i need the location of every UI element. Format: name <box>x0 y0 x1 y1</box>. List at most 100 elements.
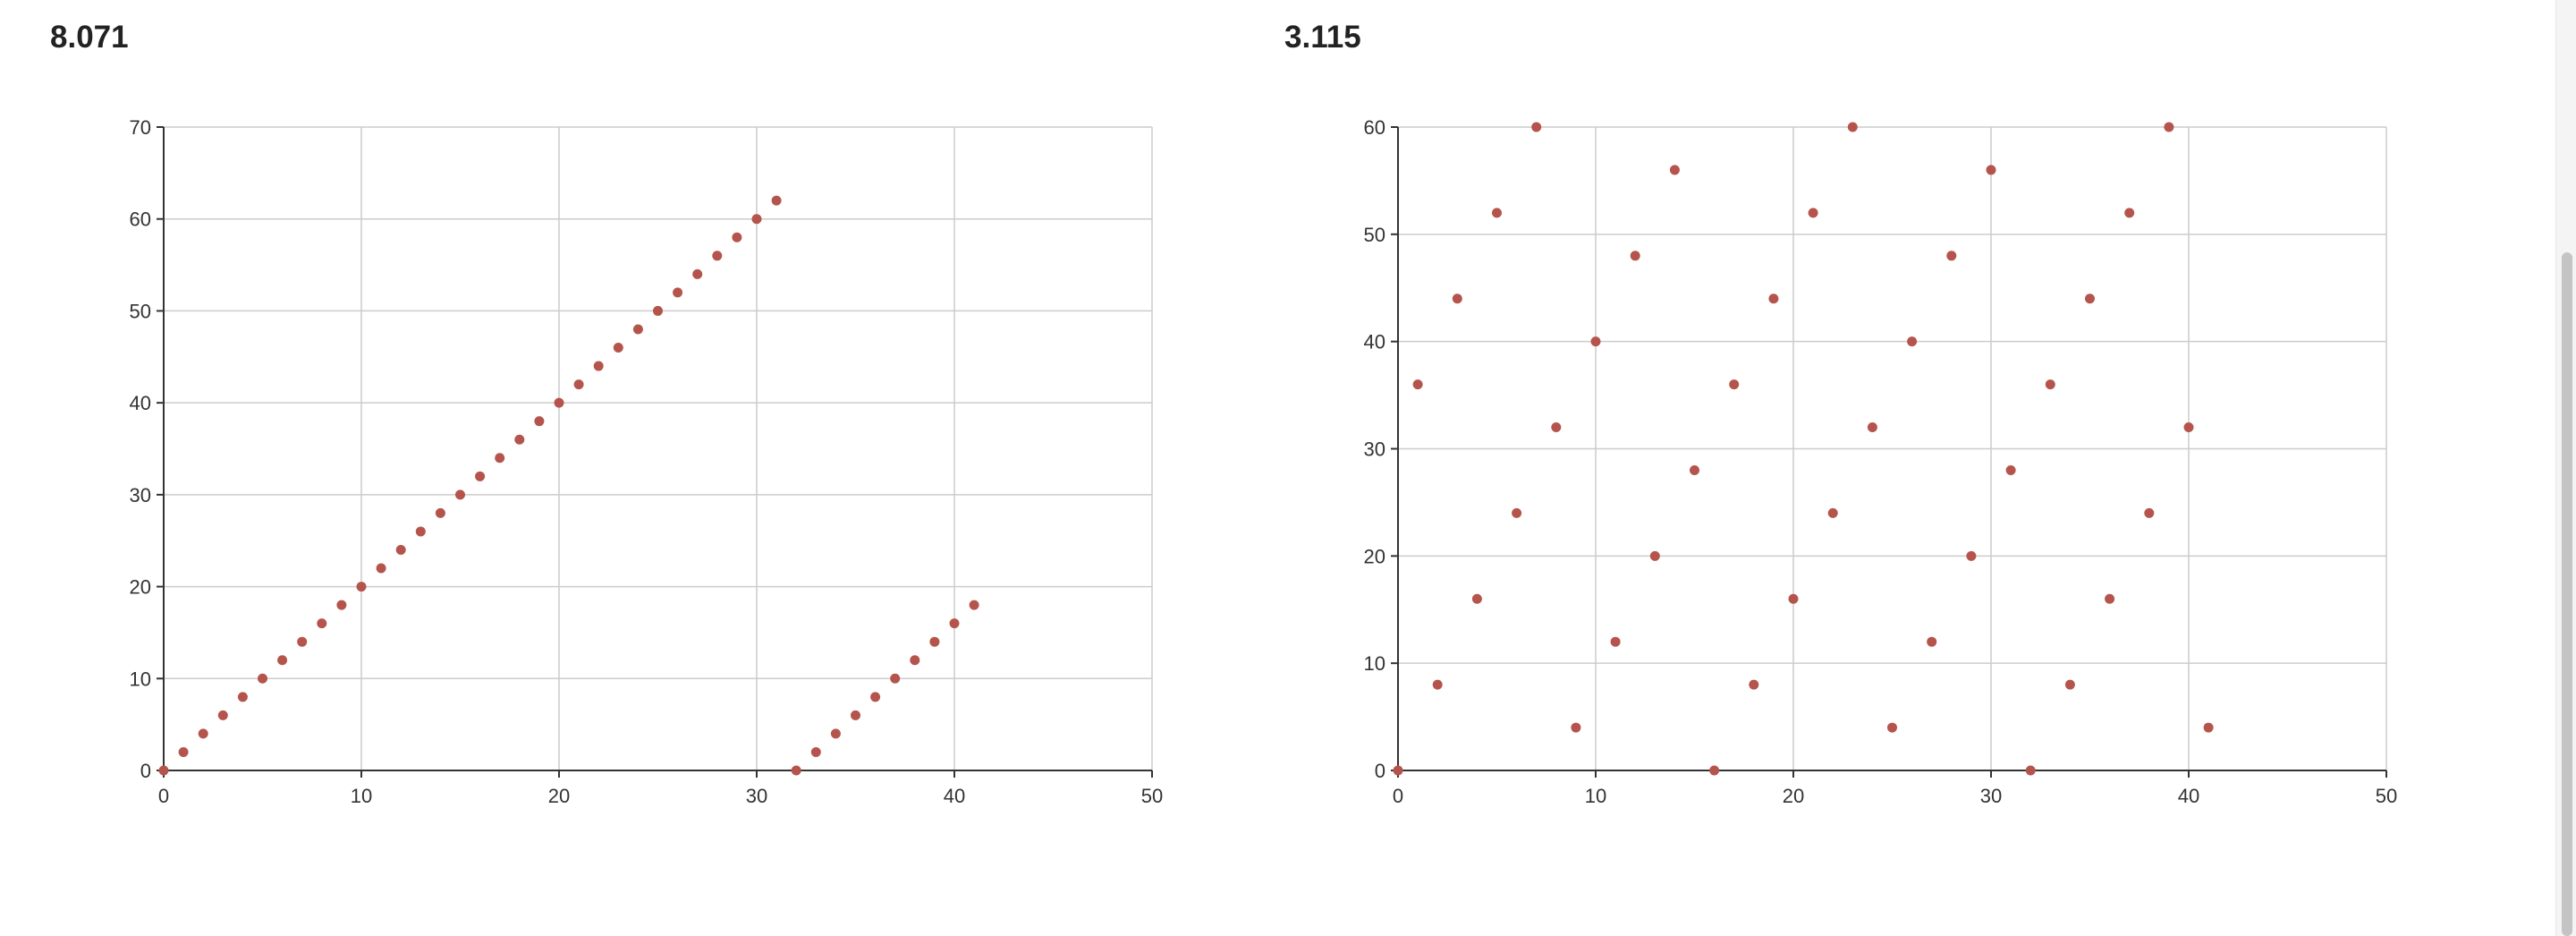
right-point-23 <box>1847 122 1858 132</box>
left-x-tick-label-40: 40 <box>944 785 965 807</box>
left-y-tick-label-70: 70 <box>130 116 151 139</box>
right-y-tick-label-60: 60 <box>1364 116 1385 139</box>
vertical-scrollbar[interactable] <box>2555 0 2576 936</box>
right-point-22 <box>1827 507 1838 518</box>
left-y-tick-label-10: 10 <box>130 668 151 690</box>
left-point-26 <box>673 287 683 298</box>
right-ticks: 0 10 20 30 40 50 0 10 20 30 40 50 60 <box>1364 116 2398 807</box>
left-point-28 <box>712 251 723 261</box>
right-point-38 <box>2144 507 2155 518</box>
right-point-4 <box>1471 593 1482 604</box>
left-point-33 <box>810 746 821 757</box>
left-point-32 <box>791 765 801 776</box>
left-point-31 <box>771 195 782 206</box>
left-x-tick-label-0: 0 <box>158 785 169 807</box>
right-point-18 <box>1749 679 1759 690</box>
left-y-tick-label-40: 40 <box>130 392 151 414</box>
left-point-8 <box>317 618 327 629</box>
left-point-14 <box>435 507 445 518</box>
right-point-5 <box>1492 208 1502 218</box>
right-point-15 <box>1690 464 1699 475</box>
right-point-26 <box>1907 336 1918 347</box>
left-point-2 <box>198 728 208 739</box>
right-point-7 <box>1531 122 1542 132</box>
right-point-10 <box>1590 336 1601 347</box>
right-x-tick-label-40: 40 <box>2178 785 2199 807</box>
right-x-tick-label-10: 10 <box>1585 785 1606 807</box>
left-point-3 <box>217 710 228 720</box>
left-y-tick-label-0: 0 <box>140 760 151 782</box>
right-point-32 <box>2025 765 2036 776</box>
right-x-tick-label-30: 30 <box>1980 785 2002 807</box>
right-point-20 <box>1788 593 1799 604</box>
right-point-35 <box>2085 294 2095 304</box>
right-x-tick-label-0: 0 <box>1393 785 1403 807</box>
right-point-28 <box>1946 251 1957 261</box>
chart-title-right: 3.115 <box>1284 20 1361 55</box>
right-x-tick-label-50: 50 <box>2376 785 2397 807</box>
left-point-18 <box>514 434 525 445</box>
left-point-12 <box>395 544 406 555</box>
scrollbar-thumb[interactable] <box>2562 252 2572 936</box>
left-point-30 <box>751 214 762 225</box>
left-x-tick-label-50: 50 <box>1141 785 1163 807</box>
left-point-41 <box>969 600 979 610</box>
right-y-tick-label-0: 0 <box>1375 760 1385 782</box>
left-point-35 <box>851 710 860 720</box>
chart-title-left: 8.071 <box>50 20 129 55</box>
right-point-37 <box>2124 208 2135 218</box>
right-y-tick-label-10: 10 <box>1364 652 1385 675</box>
left-y-tick-label-50: 50 <box>130 300 151 322</box>
right-point-11 <box>1610 636 1621 647</box>
right-point-31 <box>2005 464 2016 475</box>
left-point-15 <box>455 489 465 500</box>
left-point-4 <box>237 692 248 702</box>
right-y-tick-label-20: 20 <box>1364 545 1385 567</box>
left-points <box>158 195 979 776</box>
left-point-17 <box>495 453 505 464</box>
left-point-11 <box>376 563 386 574</box>
scatter-chart-right: 0 10 20 30 40 50 0 10 20 30 40 50 60 <box>1364 116 2398 807</box>
right-point-39 <box>2164 122 2174 132</box>
right-point-9 <box>1571 722 1581 733</box>
right-point-3 <box>1452 294 1462 304</box>
left-point-36 <box>870 692 881 702</box>
right-point-34 <box>2064 679 2075 690</box>
left-point-21 <box>573 379 584 390</box>
left-point-38 <box>910 655 920 666</box>
right-point-17 <box>1729 379 1740 390</box>
left-point-19 <box>534 416 545 427</box>
right-y-tick-label-40: 40 <box>1364 331 1385 353</box>
left-point-37 <box>890 673 901 684</box>
left-point-6 <box>277 655 288 666</box>
right-grid <box>1398 126 2387 770</box>
left-point-27 <box>692 268 703 279</box>
right-point-36 <box>2105 593 2115 604</box>
left-point-23 <box>613 343 623 353</box>
right-points <box>1393 122 2214 776</box>
left-point-22 <box>593 361 604 371</box>
right-point-25 <box>1887 722 1897 733</box>
right-point-8 <box>1551 422 1562 433</box>
right-point-0 <box>1393 765 1403 776</box>
right-point-24 <box>1867 422 1877 433</box>
right-point-19 <box>1768 294 1779 304</box>
left-point-5 <box>258 673 267 684</box>
left-y-tick-label-60: 60 <box>130 208 151 231</box>
left-x-tick-label-20: 20 <box>548 785 570 807</box>
left-point-16 <box>475 471 486 481</box>
right-point-6 <box>1512 507 1522 518</box>
right-point-29 <box>1966 550 1977 561</box>
left-point-9 <box>336 600 347 610</box>
left-point-39 <box>929 636 940 647</box>
right-point-41 <box>2203 722 2214 733</box>
left-point-29 <box>732 232 742 243</box>
left-point-10 <box>356 582 367 592</box>
left-point-40 <box>949 618 960 629</box>
right-point-33 <box>2045 379 2055 390</box>
right-point-12 <box>1630 251 1640 261</box>
left-x-tick-label-10: 10 <box>351 785 372 807</box>
left-x-tick-label-30: 30 <box>746 785 767 807</box>
right-point-14 <box>1669 165 1680 175</box>
right-point-16 <box>1709 765 1720 776</box>
